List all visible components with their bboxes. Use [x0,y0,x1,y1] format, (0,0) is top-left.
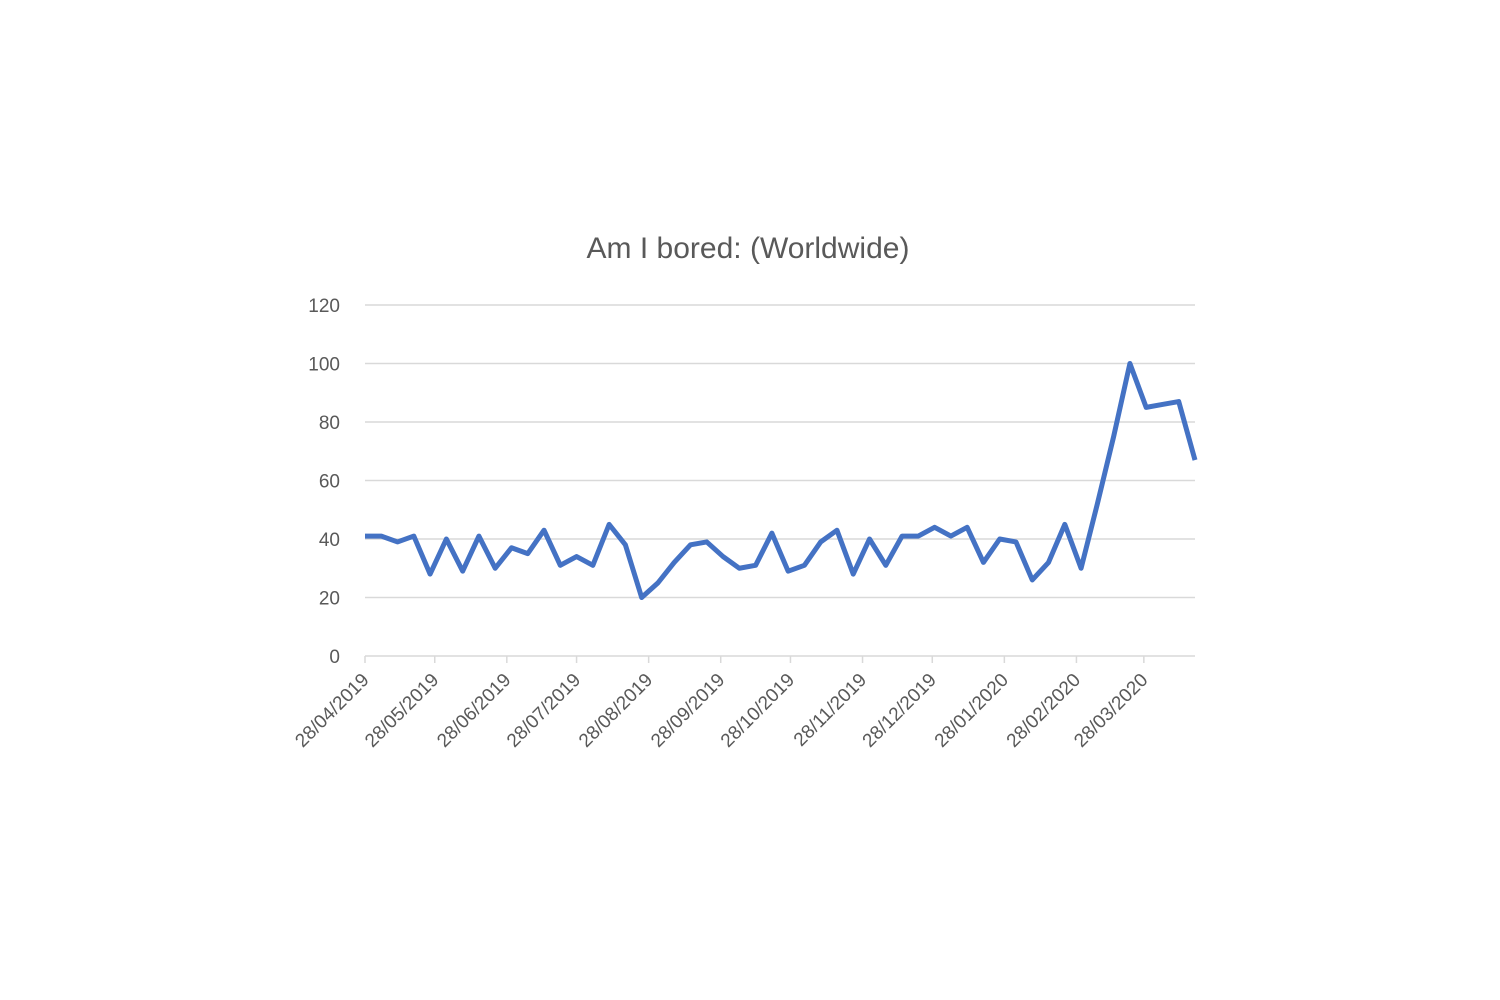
x-tick-label: 28/11/2019 [790,670,871,751]
y-tick-label: 0 [329,647,340,668]
x-tick-label: 28/06/2019 [433,670,515,752]
x-tick-label: 28/07/2019 [503,670,585,752]
x-tick-label: 28/04/2019 [291,670,373,752]
x-tick-label: 28/05/2019 [361,670,443,752]
x-tick-label: 28/03/2020 [1070,670,1152,752]
y-tick-label: 40 [319,530,340,551]
data-line [365,361,1198,600]
x-tick-label: 28/10/2019 [717,670,799,752]
x-tick-label: 28/08/2019 [575,670,657,752]
chart-title: Am I bored: (Worldwide) [587,232,910,265]
x-tick-label: 28/01/2020 [931,670,1013,752]
y-tick-label: 80 [319,413,340,434]
y-tick-label: 100 [308,355,340,376]
x-tick-label: 28/12/2019 [859,670,941,752]
y-tick-label: 60 [319,472,340,493]
y-tick-label: 20 [319,589,340,610]
y-tick-label: 120 [308,296,340,317]
x-tick-label: 28/09/2019 [647,670,729,752]
